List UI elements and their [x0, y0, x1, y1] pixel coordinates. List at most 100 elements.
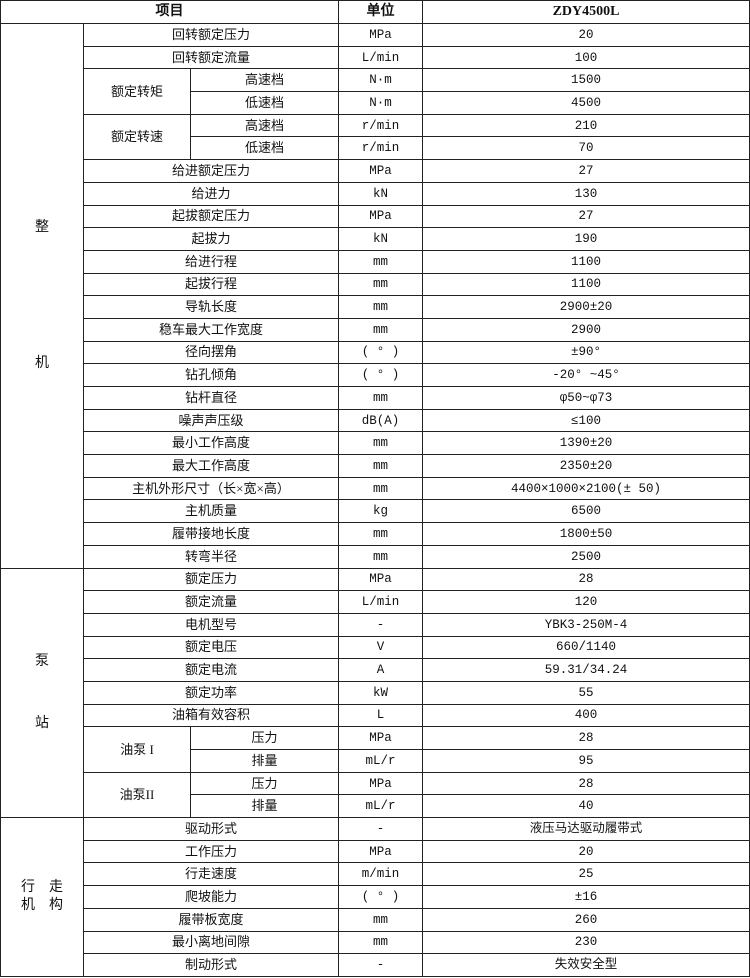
item-value: 70 — [422, 136, 750, 161]
item-value: 28 — [422, 771, 750, 796]
table-row: 转弯半径 mm 2500 — [1, 544, 750, 569]
item-unit: mm — [338, 272, 424, 297]
table-row: 钻孔倾角( ° ) -20° ~45° — [1, 363, 750, 387]
item-value: 2900±20 — [422, 295, 750, 319]
item-value: ±16 — [422, 885, 750, 909]
item-unit: mm — [338, 386, 424, 410]
item-unit: mm — [338, 295, 424, 319]
item-value: 210 — [422, 113, 750, 138]
table-row: 稳车最大工作宽度 mm 2900 — [1, 317, 750, 342]
item-value: 27 — [422, 159, 750, 183]
item-unit: mm — [338, 930, 424, 955]
item-unit: mm — [338, 544, 424, 569]
item-sub: 压力 — [189, 726, 340, 750]
item-name: 履带板宽度 — [82, 907, 340, 932]
item-value: 4500 — [422, 91, 750, 115]
item-name: 额定电压 — [82, 635, 340, 660]
item-sub: 高速档 — [189, 113, 340, 138]
item-sub: 低速档 — [189, 136, 340, 161]
item-value: YBK3-250M-4 — [422, 612, 750, 637]
item-value: φ50~φ73 — [422, 386, 750, 410]
table-row: 给进额定压力 MPa 27 — [1, 159, 750, 183]
item-value: ±90° — [422, 340, 750, 365]
item-value: 25 — [422, 862, 750, 887]
item-name: 主机外形尺寸（长×宽×高） — [82, 476, 340, 501]
item-unit: - — [338, 612, 424, 637]
header-unit: 单位 — [338, 0, 424, 24]
item-unit: mm — [338, 907, 424, 932]
item-value: 1100 — [422, 249, 750, 274]
table-row: 爬坡能力( ° ) ±16 — [1, 885, 750, 909]
table-row: 油泵 I 压力 MPa 28 — [1, 726, 750, 773]
item-value: 1800±50 — [422, 522, 750, 546]
item-name: 最大工作高度 — [82, 454, 340, 478]
item-name: 起拔力 — [82, 227, 340, 251]
item-unit: mm — [338, 431, 424, 456]
item-name: 给进行程 — [82, 249, 340, 274]
item-unit: mm — [338, 454, 424, 478]
item-unit: N·m — [338, 68, 424, 93]
category-char: 机 — [21, 897, 35, 913]
table-row: 额定电流 A 59.31/34.24 — [1, 658, 750, 682]
item-value: 55 — [422, 680, 750, 705]
item-value: 2500 — [422, 544, 750, 569]
item-unit: L/min — [338, 45, 424, 70]
item-value: 液压马达驱动履带式 — [422, 817, 750, 841]
item-unit: MPa — [338, 771, 424, 796]
table-row: 额定功率 kW 55 — [1, 680, 750, 705]
category-label: 泵站 — [2, 630, 83, 755]
table-row: 行走速度 m/min 25 — [1, 862, 750, 887]
item-name: 行走速度 — [82, 862, 340, 887]
item-name: 起拔额定压力 — [82, 204, 340, 229]
table-row: 回转额定流量 L/min 100 — [1, 45, 750, 70]
item-unit: r/min — [338, 136, 424, 161]
table-row: 油箱有效容积 L 400 — [1, 703, 750, 728]
item-name: 额定压力 — [82, 567, 340, 592]
category-char: 整 — [35, 219, 49, 235]
table-row: 电机型号 - YBK3-250M-4 — [1, 612, 750, 637]
item-name: 额定流量 — [82, 590, 340, 614]
table-row: 额定转速 高速档 r/min 210 — [1, 113, 750, 161]
item-value: 190 — [422, 227, 750, 251]
item-value: 400 — [422, 703, 750, 728]
item-sub: 排量 — [189, 794, 340, 819]
item-unit: MPa — [338, 726, 424, 750]
table-row: 钻杆直径 mm φ50~φ73 — [1, 386, 750, 410]
item-name: 额定功率 — [82, 680, 340, 705]
header-model: ZDY4500L — [422, 0, 750, 24]
item-unit: kg — [338, 499, 424, 524]
item-name: 电机型号 — [82, 612, 340, 637]
table-row: 最小工作高度 mm 1390±20 — [1, 431, 750, 456]
item-unit: MPa — [338, 204, 424, 229]
item-value: -20° ~45° — [422, 363, 750, 387]
table-row: 制动形式 - 失效安全型 — [1, 953, 750, 977]
item-unit: L — [338, 703, 424, 728]
category-char: 构 — [49, 897, 63, 913]
item-name: 稳车最大工作宽度 — [82, 317, 340, 342]
item-value: 6500 — [422, 499, 750, 524]
item-name: 额定电流 — [82, 658, 340, 682]
table-row: 履带接地长度 mm 1800±50 — [1, 522, 750, 546]
item-value: 260 — [422, 907, 750, 932]
item-group: 油泵 I — [83, 726, 191, 773]
table-row: 噪声声压级 dB(A) ≤100 — [1, 408, 750, 433]
item-name: 导轨长度 — [82, 295, 340, 319]
item-name: 工作压力 — [82, 839, 340, 864]
item-value: 4400×1000×2100(± 50) — [422, 476, 750, 501]
table-row: 给进力 kN 130 — [1, 181, 750, 206]
item-name: 钻杆直径 — [82, 386, 340, 410]
table-row: 行走机构驱动形式 - 液压马达驱动履带式 — [0, 817, 750, 977]
item-value: 27 — [422, 204, 750, 229]
item-unit: r/min — [338, 113, 424, 138]
item-unit: mL/r — [338, 794, 424, 819]
section-category: 泵站 — [0, 567, 84, 819]
table-row: 主机外形尺寸（长×宽×高） mm 4400×1000×2100(± 50) — [1, 476, 750, 501]
item-unit: kN — [338, 181, 424, 206]
item-name: 径向摆角 — [82, 340, 340, 365]
item-value: ≤100 — [422, 408, 750, 433]
item-unit: A — [338, 658, 424, 682]
item-value: 130 — [422, 181, 750, 206]
item-unit: ( ° ) — [338, 340, 424, 365]
item-unit: - — [338, 817, 424, 841]
